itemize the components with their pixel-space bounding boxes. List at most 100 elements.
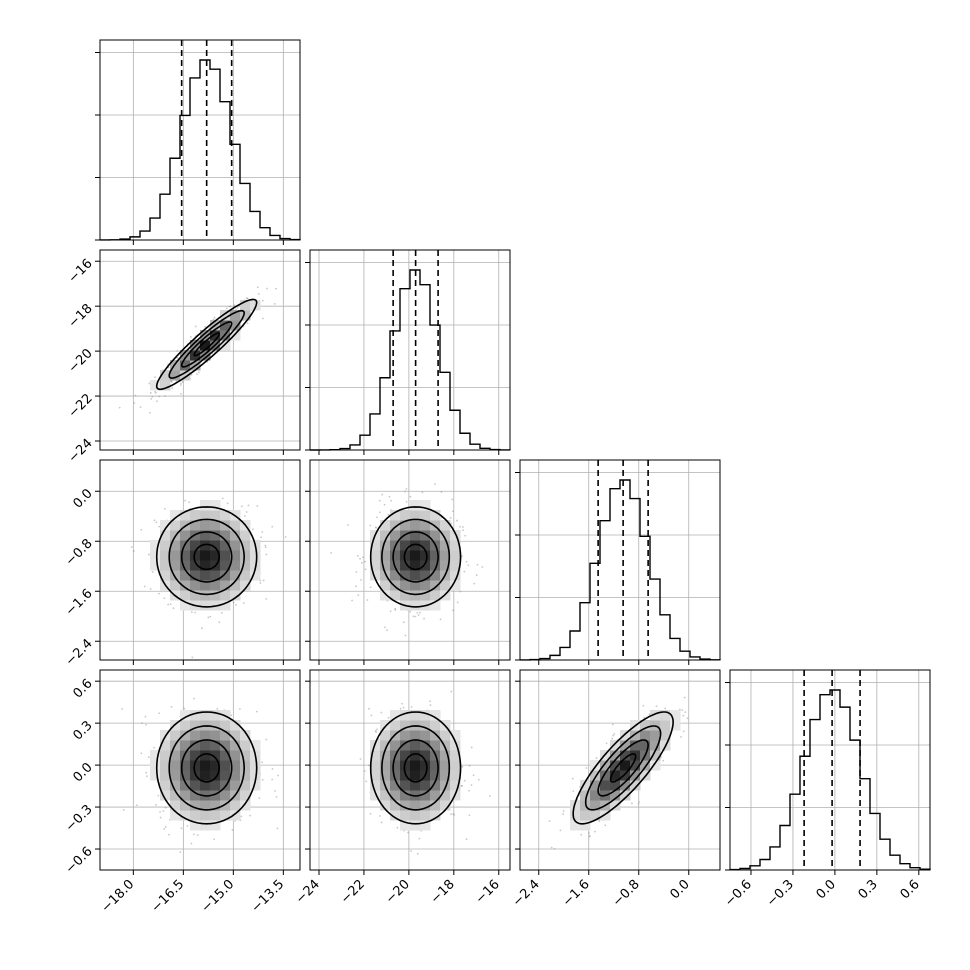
- sample-point: [355, 571, 358, 573]
- density-cell: [220, 540, 231, 551]
- density-cell: [410, 750, 421, 761]
- density-cell: [160, 770, 171, 781]
- contour-line: [180, 321, 233, 368]
- density-cell: [410, 540, 421, 551]
- density-cell: [410, 780, 421, 791]
- sample-point: [164, 825, 167, 828]
- density-cell: [230, 730, 241, 741]
- density-cell: [220, 810, 231, 821]
- density-cell: [200, 530, 211, 541]
- sample-point: [386, 629, 388, 632]
- sample-point: [642, 704, 645, 707]
- sample-point: [265, 597, 268, 600]
- density-cell: [410, 810, 421, 821]
- density-cell: [400, 810, 411, 821]
- density-cell: [250, 760, 261, 771]
- density-cell: [240, 770, 251, 781]
- sample-point: [169, 603, 172, 606]
- density-cell: [400, 790, 411, 801]
- sample-point: [147, 553, 150, 556]
- density-cell: [230, 810, 241, 821]
- sample-point: [277, 774, 280, 777]
- sample-point: [162, 810, 165, 812]
- sample-point: [451, 510, 454, 513]
- density-cell: [230, 750, 241, 761]
- density-cell: [410, 800, 421, 811]
- density-cell: [380, 800, 391, 811]
- sample-point: [429, 700, 431, 703]
- sample-point: [147, 756, 150, 759]
- density-cell: [440, 760, 451, 771]
- sample-point: [388, 495, 391, 498]
- sample-point: [154, 376, 156, 379]
- density-cell: [430, 740, 441, 751]
- density-cell: [450, 760, 461, 771]
- density-cell: [240, 550, 251, 561]
- density-cell: [450, 780, 461, 791]
- density-cell: [400, 710, 411, 721]
- sample-point: [605, 742, 608, 745]
- sample-point: [265, 738, 268, 741]
- sample-point: [562, 810, 565, 812]
- density-cell: [650, 720, 661, 731]
- density-cell: [230, 760, 241, 771]
- sample-point: [389, 610, 392, 613]
- contour-line: [381, 725, 451, 811]
- density-cell: [380, 540, 391, 551]
- density-cell: [400, 560, 411, 571]
- sample-point: [421, 491, 424, 494]
- density-cell: [200, 750, 211, 761]
- sample-point: [461, 784, 464, 787]
- density-cell: [200, 810, 211, 821]
- density-cell: [210, 590, 221, 601]
- density-cell: [200, 780, 211, 791]
- density-cell: [450, 580, 461, 591]
- density-cell: [230, 330, 241, 341]
- density-cell: [190, 710, 201, 721]
- sample-point: [139, 406, 142, 409]
- density-cell: [400, 570, 411, 581]
- sample-point: [284, 536, 287, 538]
- density-cell: [180, 530, 191, 541]
- density-cell: [190, 340, 201, 351]
- y-tick-label: 0.0: [70, 486, 95, 511]
- density-cell: [190, 720, 201, 731]
- density-cell: [210, 510, 221, 521]
- sample-point: [271, 525, 274, 528]
- density-cell: [430, 570, 441, 581]
- density-cell: [170, 750, 181, 761]
- sample-point: [192, 833, 195, 836]
- density-cell: [420, 720, 431, 731]
- sample-point: [155, 803, 158, 806]
- sample-point: [464, 534, 467, 537]
- contour-line: [369, 506, 462, 608]
- density-cell: [200, 820, 211, 831]
- sample-point: [423, 617, 425, 620]
- density-cell: [220, 800, 231, 811]
- sample-point: [261, 761, 264, 764]
- density-cell: [430, 730, 441, 741]
- sample-point: [130, 546, 133, 548]
- sample-point: [468, 789, 470, 792]
- density-cell: [640, 740, 651, 751]
- density-cell: [210, 810, 221, 821]
- density-cell: [450, 770, 461, 781]
- sample-point: [159, 816, 162, 819]
- x-tick-label: −24: [293, 877, 323, 907]
- density-cell: [220, 770, 231, 781]
- density-cell: [210, 760, 221, 771]
- sample-point: [380, 711, 383, 714]
- density-cell: [170, 540, 181, 551]
- sample-point: [470, 746, 473, 749]
- density-cell: [220, 550, 231, 561]
- sample-point: [402, 621, 405, 624]
- density-cell: [450, 550, 461, 561]
- density-cell: [240, 540, 251, 551]
- density-cell: [420, 710, 431, 721]
- sample-point: [682, 714, 685, 717]
- density-cell: [240, 750, 251, 761]
- sample-point: [356, 554, 359, 557]
- sample-point: [193, 697, 195, 700]
- sample-point: [384, 626, 386, 629]
- density-cell: [220, 320, 231, 331]
